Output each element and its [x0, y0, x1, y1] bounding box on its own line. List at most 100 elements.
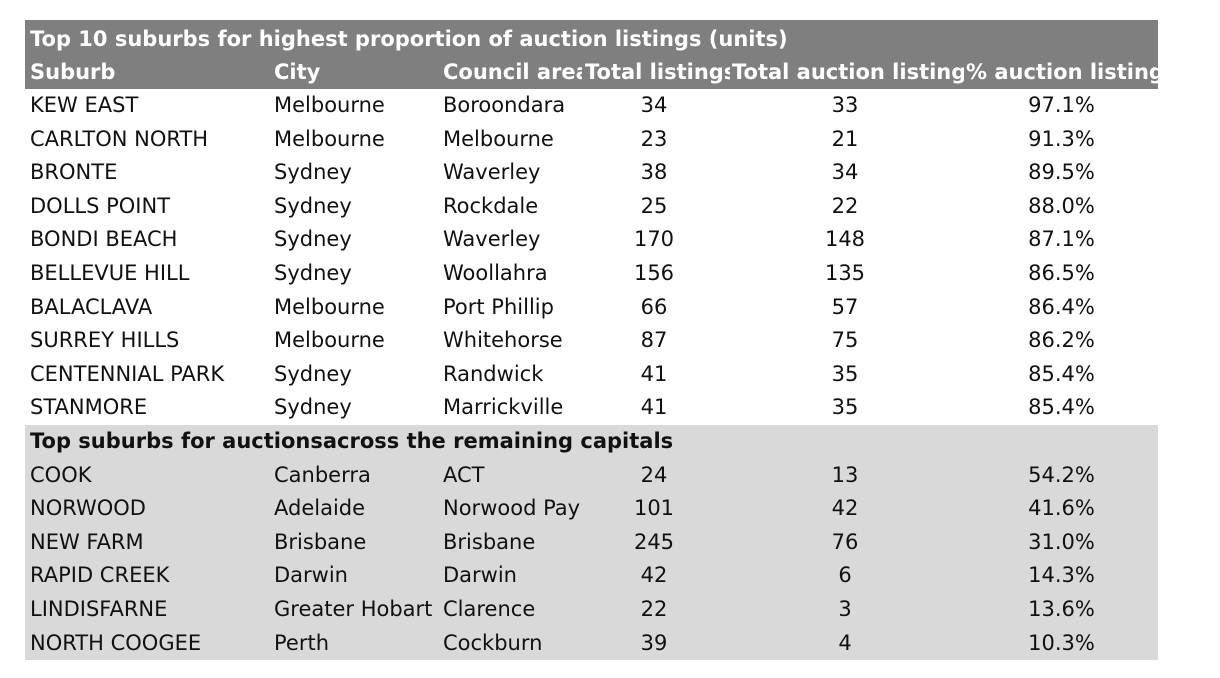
council-area-cell: Marrickville — [443, 395, 564, 420]
total-listings-cell: 39 — [640, 630, 668, 655]
suburb-cell: COOK — [30, 462, 92, 487]
total-auction-listings-cell: 76 — [831, 529, 859, 554]
pct-auction-listings-cell: 86.5% — [1028, 260, 1095, 285]
suburb-cell: BONDI BEACH — [30, 227, 178, 252]
city-cell: Canberra — [274, 462, 371, 487]
city-cell: Sydney — [274, 361, 352, 386]
pct-auction-listings-cell: 87.1% — [1028, 227, 1095, 252]
table-row: CENTENNIAL PARK Sydney Randwick 41 35 85.4% — [25, 358, 1158, 392]
column-header-pct-auction-listings: % auction listings — [966, 60, 1158, 84]
column-header-suburb: Suburb — [30, 60, 116, 84]
city-cell: Sydney — [274, 227, 352, 252]
table-row: BONDI BEACH Sydney Waverley 170 148 87.1% — [25, 223, 1158, 257]
total-auction-listings-cell: 57 — [831, 294, 859, 319]
council-area-cell: Darwin — [443, 563, 517, 588]
column-header-council-area: Council area — [443, 60, 582, 84]
council-area-cell: ACT — [443, 462, 485, 487]
total-listings-cell: 87 — [640, 328, 668, 353]
table-row: BRONTE Sydney Waverley 38 34 89.5% — [25, 156, 1158, 190]
council-area-cell: Randwick — [443, 361, 544, 386]
council-area-cell: Melbourne — [443, 126, 554, 151]
total-auction-listings-cell: 4 — [838, 630, 852, 655]
council-area-cell: Port Phillip — [443, 294, 554, 319]
suburb-cell: CENTENNIAL PARK — [30, 361, 225, 386]
suburb-cell: BRONTE — [30, 160, 118, 185]
city-cell: Melbourne — [274, 93, 385, 117]
city-cell: Sydney — [274, 193, 352, 218]
total-auction-listings-cell: 33 — [831, 93, 859, 117]
city-cell: Perth — [274, 630, 330, 655]
top-ten-rows: KEW EAST Melbourne Boroondara 34 33 97.1% CARL… — [25, 89, 1158, 425]
total-listings-cell: 23 — [640, 126, 668, 151]
council-area-cell: Brisbane — [443, 529, 536, 554]
city-cell: Melbourne — [274, 126, 385, 151]
total-listings-cell: 156 — [633, 260, 675, 285]
table-row: NORTH COOGEE Perth Cockburn 39 4 10.3% — [25, 627, 1158, 661]
suburb-cell: NORTH COOGEE — [30, 630, 202, 655]
suburb-cell: DOLLS POINT — [30, 193, 171, 218]
total-listings-cell: 245 — [633, 529, 675, 554]
table-row: SURREY HILLS Melbourne Whitehorse 87 75 86.2% — [25, 324, 1158, 358]
column-header-row: Suburb City Council area Total listings … — [25, 56, 1158, 89]
table-row: NEW FARM Brisbane Brisbane 245 76 31.0% — [25, 526, 1158, 560]
total-auction-listings-cell: 35 — [831, 395, 859, 420]
table-row: NORWOOD Adelaide Norwood Payneham 101 42 41.6… — [25, 492, 1158, 526]
pct-auction-listings-cell: 88.0% — [1028, 193, 1095, 218]
pct-auction-listings-cell: 10.3% — [1028, 630, 1095, 655]
remaining-capitals-block: Top suburbs for auctionsacross the remai… — [25, 424, 1158, 661]
city-cell: Sydney — [274, 395, 352, 420]
council-area-cell: Waverley — [443, 160, 541, 185]
suburb-cell: BELLEVUE HILL — [30, 260, 190, 285]
suburb-cell: LINDISFARNE — [30, 596, 168, 621]
council-area-cell: Cockburn — [443, 630, 543, 655]
council-area-cell: Waverley — [443, 227, 541, 252]
total-auction-listings-cell: 135 — [824, 260, 866, 285]
total-listings-cell: 170 — [633, 227, 675, 252]
table-row: BALACLAVA Melbourne Port Phillip 66 57 86.4% — [25, 291, 1158, 325]
table-row: RAPID CREEK Darwin Darwin 42 6 14.3% — [25, 559, 1158, 593]
city-cell: Melbourne — [274, 328, 385, 353]
pct-auction-listings-cell: 86.4% — [1028, 294, 1095, 319]
table-row: CARLTON NORTH Melbourne Melbourne 23 21 91.3% — [25, 123, 1158, 157]
city-cell: Darwin — [274, 563, 348, 588]
total-auction-listings-cell: 148 — [824, 227, 866, 252]
council-area-cell: Boroondara — [443, 93, 566, 117]
suburb-cell: KEW EAST — [30, 93, 139, 117]
pct-auction-listings-cell: 85.4% — [1028, 361, 1095, 386]
total-auction-listings-cell: 34 — [831, 160, 859, 185]
table-row: LINDISFARNE Greater Hobart Clarence 22 3 13.6… — [25, 593, 1158, 627]
pct-auction-listings-cell: 97.1% — [1028, 93, 1095, 117]
pct-auction-listings-cell: 91.3% — [1028, 126, 1095, 151]
total-auction-listings-cell: 21 — [831, 126, 859, 151]
table-row: DOLLS POINT Sydney Rockdale 25 22 88.0% — [25, 190, 1158, 224]
suburb-cell: BALACLAVA — [30, 294, 153, 319]
pct-auction-listings-cell: 85.4% — [1028, 395, 1095, 420]
suburb-cell: CARLTON NORTH — [30, 126, 209, 151]
council-area-cell: Norwood Payneham — [443, 496, 582, 521]
total-listings-cell: 41 — [640, 395, 668, 420]
total-listings-cell: 66 — [640, 294, 668, 319]
total-listings-cell: 24 — [640, 462, 668, 487]
pct-auction-listings-cell: 14.3% — [1028, 563, 1095, 588]
council-area-cell: Rockdale — [443, 193, 539, 218]
column-header-city: City — [274, 60, 321, 84]
total-listings-cell: 41 — [640, 361, 668, 386]
city-cell: Greater Hobart — [274, 596, 433, 621]
pct-auction-listings-cell: 54.2% — [1028, 462, 1095, 487]
total-auction-listings-cell: 22 — [831, 193, 859, 218]
council-area-cell: Whitehorse — [443, 328, 563, 353]
total-listings-cell: 34 — [640, 93, 668, 117]
pct-auction-listings-cell: 41.6% — [1028, 496, 1095, 521]
table-title: Top 10 suburbs for highest proportion of… — [25, 20, 1158, 56]
suburb-cell: NORWOOD — [30, 496, 146, 521]
city-cell: Melbourne — [274, 294, 385, 319]
total-listings-cell: 42 — [640, 563, 668, 588]
table-row: BELLEVUE HILL Sydney Woollahra 156 135 86.5% — [25, 257, 1158, 291]
council-area-cell: Clarence — [443, 596, 536, 621]
total-listings-cell: 25 — [640, 193, 668, 218]
city-cell: Sydney — [274, 160, 352, 185]
total-auction-listings-cell: 3 — [838, 596, 852, 621]
pct-auction-listings-cell: 13.6% — [1028, 596, 1095, 621]
total-listings-cell: 38 — [640, 160, 668, 185]
city-cell: Brisbane — [274, 529, 367, 554]
